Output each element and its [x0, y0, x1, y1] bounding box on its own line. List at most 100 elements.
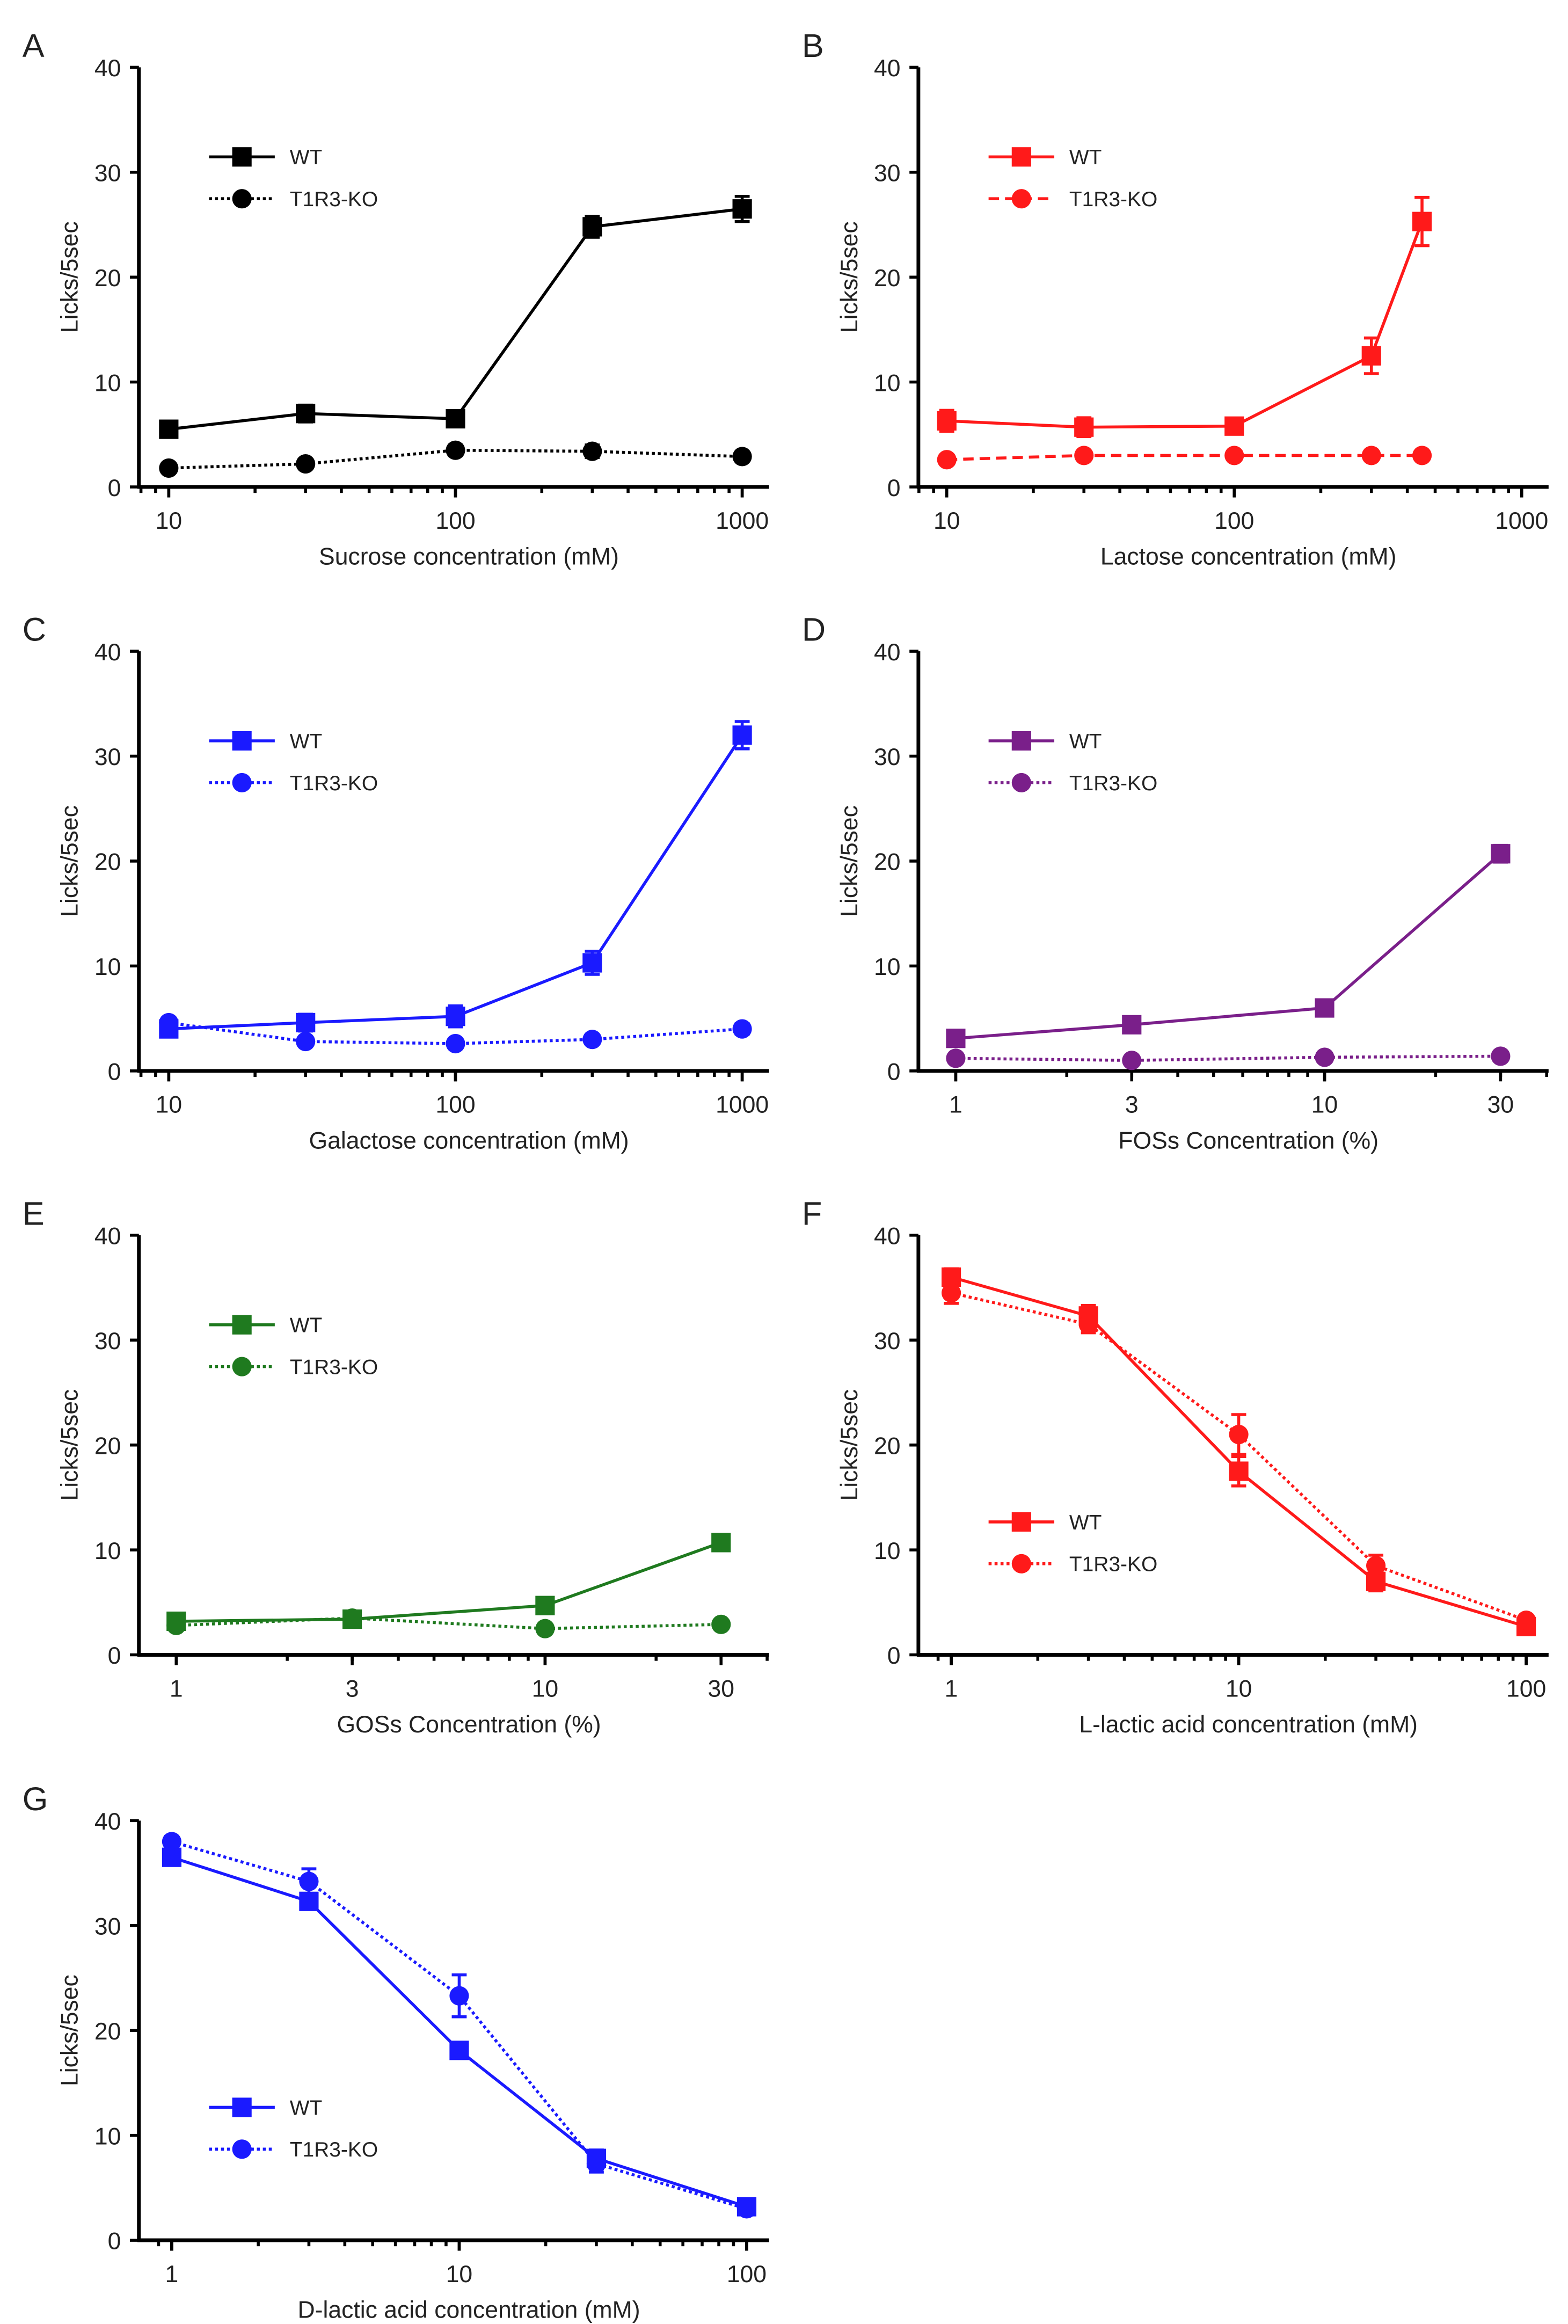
legend-label: T1R3-KO — [290, 1356, 378, 1379]
data-point-t1r3-ko — [449, 1986, 469, 2006]
legend-marker-square — [1011, 147, 1031, 167]
y-tick-label: 10 — [874, 954, 901, 980]
data-point-wt — [535, 1596, 555, 1615]
data-point-wt — [946, 1029, 966, 1048]
chart-panel-f: F 0 10 20 30 40 1 10 100 L-lactic acid concentrat… — [802, 1195, 1549, 1738]
data-point-t1r3-ko — [711, 1614, 731, 1634]
series-line-wt — [169, 207, 742, 431]
data-point-t1r3-ko — [736, 2199, 757, 2219]
chart-panel-d: D 0 10 20 30 40 1 3 10 30 FOSs Concentration (%) Li… — [802, 611, 1549, 1154]
y-tick-label: 0 — [887, 1643, 901, 1669]
data-point-t1r3-ko — [446, 1033, 465, 1054]
legend-marker-square — [1011, 731, 1031, 751]
x-axis-title: Lactose concentration (mM) — [1100, 544, 1397, 570]
data-point-wt — [446, 409, 465, 429]
legend-label: T1R3-KO — [1069, 188, 1157, 211]
x-tick-label: 100 — [1506, 1675, 1546, 1702]
x-axis-title: FOSs Concentration (%) — [1118, 1127, 1379, 1154]
data-point-t1r3-ko — [166, 1615, 186, 1635]
legend-marker-circle — [1011, 189, 1031, 209]
y-axis-title: Licks/5sec — [57, 1975, 83, 2086]
legend-marker-circle — [232, 2139, 252, 2159]
x-axis-title: D-lactic acid concentration (mM) — [298, 2297, 640, 2323]
data-point-t1r3-ko — [296, 1032, 316, 1052]
y-tick-label: 40 — [94, 1809, 121, 1835]
data-point-wt — [1122, 1015, 1142, 1034]
y-tick-label: 0 — [108, 2228, 121, 2255]
y-tick-label: 0 — [108, 1059, 121, 1085]
x-tick-label: 100 — [727, 2261, 767, 2287]
data-point-wt — [582, 953, 602, 973]
series-line-wt — [956, 853, 1502, 1040]
x-tick-label: 1000 — [716, 1092, 769, 1118]
y-tick-label: 40 — [874, 1223, 901, 1250]
data-point-t1r3-ko — [535, 1619, 555, 1638]
x-tick-label: 1 — [945, 1675, 958, 1702]
data-point-t1r3-ko — [299, 1871, 319, 1891]
panel-letter: A — [23, 27, 45, 64]
data-point-wt — [449, 2041, 469, 2060]
data-point-wt — [732, 725, 752, 745]
data-point-t1r3-ko — [1122, 1051, 1142, 1070]
legend-marker-square — [232, 2097, 252, 2117]
legend-marker-square — [232, 731, 252, 751]
legend-marker-circle — [232, 189, 252, 209]
legend-label: WT — [290, 730, 323, 753]
legend-label: WT — [290, 1314, 323, 1337]
data-point-t1r3-ko — [937, 450, 957, 470]
legend-marker-square — [232, 1315, 252, 1335]
x-tick-label: 1 — [170, 1675, 183, 1702]
legend-marker-circle — [1011, 1554, 1031, 1573]
y-axis-title: Licks/5sec — [57, 1389, 83, 1501]
x-tick-label: 30 — [1487, 1092, 1514, 1118]
series-line-t1r3-ko — [171, 1840, 747, 2211]
data-point-wt — [1224, 416, 1244, 436]
data-point-t1r3-ko — [159, 1012, 179, 1032]
legend-label: WT — [1069, 730, 1102, 753]
data-point-wt — [937, 411, 957, 431]
y-tick-label: 0 — [108, 475, 121, 501]
data-point-wt — [296, 1012, 316, 1032]
x-tick-label: 100 — [1214, 508, 1254, 534]
x-tick-label: 3 — [1125, 1092, 1139, 1118]
y-axis-title: Licks/5sec — [836, 1389, 863, 1501]
legend-marker-square — [232, 147, 252, 167]
panel-letter: D — [802, 611, 826, 648]
y-tick-label: 30 — [94, 744, 121, 770]
data-point-t1r3-ko — [1224, 446, 1244, 465]
data-point-t1r3-ko — [1366, 1556, 1386, 1576]
y-tick-label: 10 — [874, 1538, 901, 1564]
y-tick-label: 30 — [874, 744, 901, 770]
panel-letter: B — [802, 27, 824, 64]
y-axis-title: Licks/5sec — [836, 221, 863, 333]
legend-label: T1R3-KO — [290, 772, 378, 795]
x-tick-label: 100 — [435, 508, 475, 534]
x-tick-label: 10 — [933, 508, 960, 534]
data-point-t1r3-ko — [159, 458, 179, 478]
series-line-wt — [946, 221, 1424, 429]
data-point-wt — [446, 1007, 465, 1026]
x-tick-label: 1000 — [1495, 508, 1548, 534]
data-point-t1r3-ko — [446, 440, 465, 460]
y-axis-title: Licks/5sec — [836, 805, 863, 917]
series-line-wt — [176, 1541, 722, 1623]
panel-letter: C — [23, 611, 46, 648]
panel-letter: G — [23, 1781, 48, 1817]
x-axis-title: L-lactic acid concentration (mM) — [1079, 1711, 1418, 1738]
y-tick-label: 10 — [94, 954, 121, 980]
y-tick-label: 20 — [874, 1433, 901, 1459]
y-tick-label: 20 — [94, 849, 121, 876]
x-tick-label: 10 — [156, 1092, 183, 1118]
data-point-t1r3-ko — [732, 1019, 752, 1039]
x-tick-label: 10 — [1226, 1675, 1252, 1702]
x-tick-label: 1000 — [716, 508, 769, 534]
data-point-t1r3-ko — [732, 447, 752, 467]
legend-label: WT — [290, 2096, 323, 2119]
data-point-t1r3-ko — [1315, 1047, 1334, 1067]
series-line-wt — [171, 1856, 747, 2209]
x-tick-label: 10 — [156, 508, 183, 534]
y-tick-label: 40 — [874, 55, 901, 82]
data-point-t1r3-ko — [1491, 1046, 1511, 1066]
legend-label: WT — [1069, 1511, 1102, 1534]
data-point-t1r3-ko — [582, 441, 602, 461]
